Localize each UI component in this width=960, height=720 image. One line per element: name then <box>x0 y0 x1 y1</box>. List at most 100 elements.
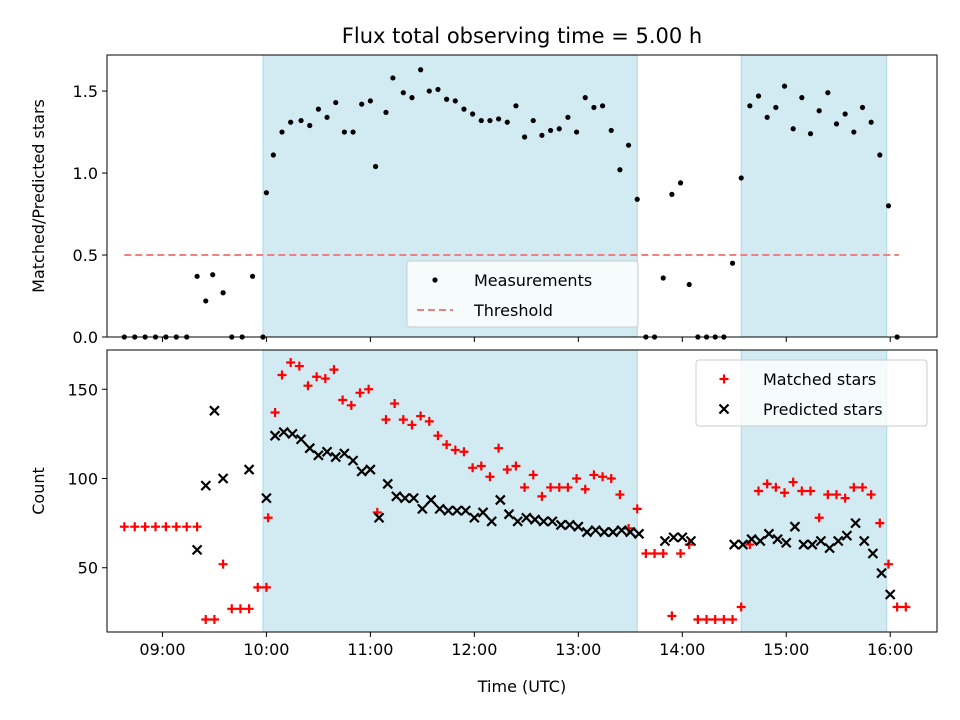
data-point <box>263 513 273 523</box>
data-point <box>496 116 502 122</box>
data-point <box>203 298 209 304</box>
data-point <box>719 615 729 625</box>
data-point <box>634 196 640 202</box>
data-point <box>269 430 281 441</box>
data-point <box>468 463 478 473</box>
data-point <box>799 95 805 101</box>
data-point <box>789 521 801 532</box>
data-point <box>485 472 495 482</box>
axes-frame <box>106 54 938 338</box>
data-point <box>313 450 324 461</box>
axes-frame <box>106 349 938 633</box>
data-point <box>312 372 322 382</box>
data-point <box>884 589 896 600</box>
data-point <box>399 492 411 504</box>
data-point <box>347 455 359 466</box>
data-point <box>381 415 391 425</box>
data-point <box>564 519 575 531</box>
data-point <box>261 492 272 504</box>
data-point <box>617 167 623 173</box>
data-point <box>200 480 212 491</box>
data-point <box>451 505 463 516</box>
data-point <box>867 548 879 559</box>
data-point <box>659 535 671 547</box>
x-tick-label: 10:00 <box>243 640 289 659</box>
data-point <box>504 119 510 125</box>
data-point <box>425 494 437 506</box>
data-point <box>171 522 181 532</box>
data-point <box>459 447 469 457</box>
data-point <box>400 90 406 96</box>
data-point <box>625 142 632 148</box>
data-point <box>355 388 365 398</box>
flux-ratio-panel: 0.0 0.5 1.0 1.5 Matched/Predicted stars Measu… <box>29 54 938 347</box>
data-point <box>660 275 666 281</box>
data-point <box>390 399 400 409</box>
data-point <box>814 513 824 523</box>
data-point <box>582 95 588 101</box>
data-point <box>294 361 304 371</box>
data-point <box>686 281 692 288</box>
data-point <box>580 484 590 494</box>
data-point <box>486 516 497 527</box>
data-point <box>555 519 567 531</box>
data-point <box>151 522 161 532</box>
data-point <box>442 440 452 450</box>
data-point <box>220 290 226 296</box>
data-point <box>209 405 220 416</box>
data-point <box>772 533 783 545</box>
data-point <box>521 512 532 524</box>
data-point <box>495 494 506 506</box>
data-point <box>573 521 584 532</box>
data-point <box>487 117 493 124</box>
data-point <box>807 131 814 137</box>
data-point <box>625 526 636 538</box>
data-point <box>840 493 850 503</box>
data-point <box>537 491 547 501</box>
data-point <box>633 528 645 540</box>
data-point <box>798 539 809 550</box>
data-point <box>416 411 426 421</box>
data-point <box>409 95 415 101</box>
data-point <box>616 524 627 536</box>
data-point <box>641 548 651 558</box>
data-point <box>350 129 356 135</box>
data-point <box>833 121 840 127</box>
data-point <box>738 175 744 181</box>
data-point <box>461 106 467 112</box>
data-point <box>338 395 348 405</box>
data-point <box>572 474 582 484</box>
data-point <box>434 503 445 515</box>
data-point <box>606 474 616 484</box>
data-point <box>391 491 402 502</box>
data-point <box>243 464 255 475</box>
data-point <box>304 442 316 454</box>
data-point <box>737 539 749 550</box>
data-point <box>303 381 313 391</box>
x-tick-label: 14:00 <box>659 640 705 659</box>
data-point <box>746 533 757 545</box>
data-point <box>676 548 686 558</box>
data-point <box>209 615 219 625</box>
data-point <box>407 420 417 430</box>
data-point <box>477 507 489 518</box>
data-point <box>754 535 766 547</box>
data-point <box>728 615 738 625</box>
data-point <box>478 117 484 124</box>
data-point <box>339 448 350 459</box>
data-point <box>901 602 911 612</box>
data-point <box>140 522 150 532</box>
data-point <box>346 400 356 410</box>
data-point <box>321 446 333 458</box>
data-point <box>876 567 887 579</box>
data-point <box>444 96 450 102</box>
series-matched-stars <box>119 357 911 625</box>
legend-handle-predicted-stars <box>718 403 730 415</box>
data-point <box>788 477 798 487</box>
data-point <box>452 98 458 104</box>
data-point <box>433 431 443 441</box>
data-point <box>295 433 307 445</box>
x-tick-label: 13:00 <box>555 640 601 659</box>
data-point <box>288 119 294 125</box>
